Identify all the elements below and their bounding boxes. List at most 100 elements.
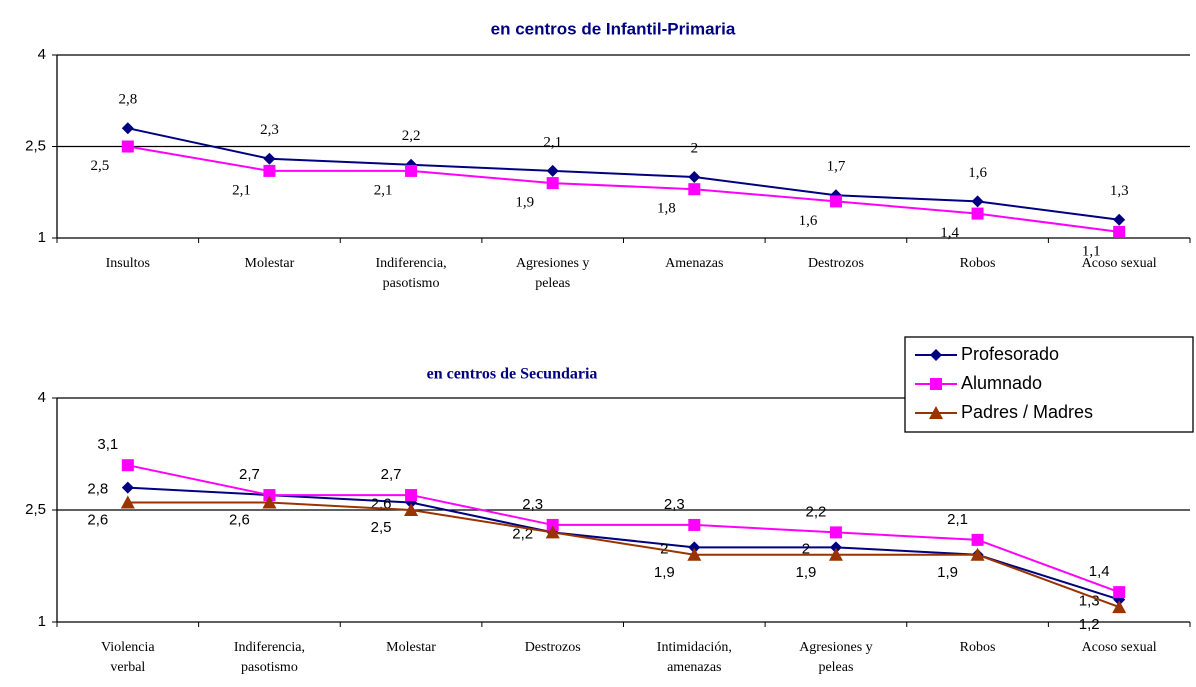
data-label: 2,1 (947, 511, 968, 528)
marker (546, 177, 559, 190)
data-label: 1,3 (1079, 593, 1100, 610)
data-label: 2,1 (232, 182, 251, 198)
x-tick-label: Acoso sexual (1081, 256, 1157, 271)
data-label: 2,5 (90, 158, 109, 174)
y-tick-label: 4 (38, 389, 46, 406)
marker (687, 547, 702, 561)
data-label: 2,5 (371, 519, 392, 536)
data-label: 2,7 (381, 466, 402, 483)
data-label: 2,2 (402, 128, 421, 144)
data-label: 1,6 (799, 213, 818, 229)
data-label: 2,3 (664, 496, 685, 513)
data-label: 1,9 (796, 564, 817, 581)
series-line (127, 145, 1120, 233)
marker (121, 140, 134, 153)
data-label: 1,1 (1082, 243, 1101, 259)
chart-title: en centros de Secundaria (427, 366, 598, 383)
x-tick-label: Indiferencia, pasotismo (233, 640, 305, 675)
legend-label: Alumnado (961, 373, 1042, 393)
marker (688, 183, 701, 196)
marker (404, 503, 419, 516)
data-label: 1,8 (657, 201, 676, 217)
data-label: 1,6 (968, 165, 987, 181)
y-tick-label: 4 (38, 46, 46, 63)
marker (546, 164, 559, 177)
x-tick-label: Robos (959, 640, 996, 655)
marker (1113, 225, 1126, 238)
data-label: 2,2 (806, 503, 827, 520)
data-label: 1,9 (937, 564, 958, 581)
marker (930, 349, 942, 361)
data-label: 2 (660, 540, 668, 557)
data-label: 2,8 (118, 92, 137, 108)
marker (121, 481, 134, 494)
x-tick-label: Intimidación, amenazas (656, 640, 732, 675)
marker (688, 171, 701, 183)
marker (545, 525, 560, 539)
series-line (127, 501, 1120, 609)
data-label: 2,1 (374, 182, 393, 198)
data-label: 1,9 (654, 564, 675, 581)
data-label: 1,4 (1089, 563, 1110, 580)
data-label: 2,6 (87, 512, 108, 529)
data-label: 1,9 (515, 195, 534, 211)
data-label: 2,3 (522, 496, 543, 513)
marker (546, 518, 559, 531)
marker (970, 547, 985, 561)
legend: Profesorado Alumnado Padres / Madres (904, 336, 1194, 433)
marker (262, 495, 277, 509)
data-label: 2,1 (543, 134, 562, 150)
marker (263, 152, 276, 165)
data-label: 1,4 (940, 225, 959, 241)
data-label: 3,1 (97, 436, 118, 453)
marker (263, 164, 276, 177)
x-tick-label: Destrozos (807, 256, 864, 271)
marker (405, 489, 418, 502)
data-label: 2,2 (512, 525, 533, 542)
x-tick-label: Violencia verbal (101, 640, 155, 675)
marker (1113, 213, 1126, 226)
series-line (127, 486, 1120, 601)
marker (971, 195, 984, 208)
marker (120, 495, 135, 509)
x-tick-label: Agresiones y peleas (515, 256, 590, 291)
data-label: 1,2 (1079, 616, 1100, 633)
data-label: 1,7 (827, 159, 846, 175)
data-label: 1,3 (1110, 183, 1129, 199)
legend-label: Padres / Madres (961, 402, 1093, 422)
y-tick-label: 1 (38, 613, 46, 630)
marker (688, 518, 701, 531)
y-tick-label: 1 (38, 229, 46, 246)
data-label: 2,7 (239, 466, 260, 483)
marker (121, 122, 134, 135)
marker (688, 541, 701, 554)
data-label: 2,6 (229, 512, 250, 529)
x-tick-label: Molestar (244, 256, 295, 271)
marker (1113, 586, 1126, 599)
x-tick-label: Destrozos (524, 640, 581, 655)
x-tick-label: Molestar (386, 640, 436, 655)
marker (405, 164, 418, 177)
marker (121, 459, 134, 472)
legend-label: Profesorado (961, 344, 1059, 364)
marker (829, 541, 842, 554)
data-label: 2,6 (371, 496, 392, 513)
x-tick-label: Acoso sexual (1081, 640, 1157, 655)
marker (971, 533, 984, 546)
data-label: 2 (802, 540, 810, 557)
series-line (127, 464, 1120, 594)
marker (829, 526, 842, 539)
marker (1112, 600, 1127, 614)
marker (930, 378, 942, 390)
series-line (127, 127, 1120, 221)
marker (263, 489, 276, 502)
marker (929, 406, 943, 419)
x-tick-label: Insultos (105, 256, 150, 271)
chart-title: en centros de Infantil-Primaria (491, 19, 736, 38)
x-tick-label: Indiferencia, pasotismo (375, 256, 447, 291)
marker (829, 195, 842, 208)
data-label: 2 (691, 140, 699, 156)
marker (971, 207, 984, 220)
